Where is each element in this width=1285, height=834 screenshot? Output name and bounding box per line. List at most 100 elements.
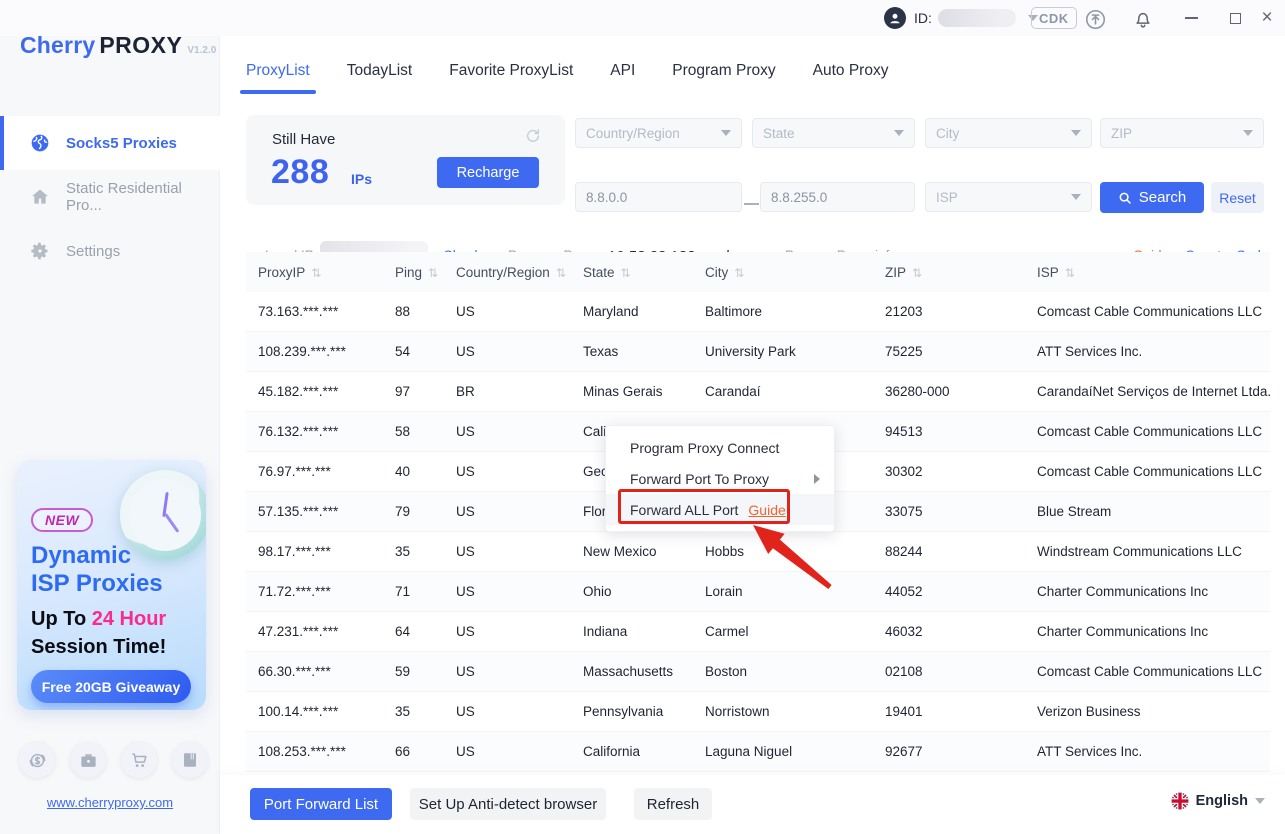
zip-select[interactable]: ZIP xyxy=(1100,118,1264,148)
column-header-isp[interactable]: ISP ⇅ xyxy=(1037,264,1075,280)
column-header-ping[interactable]: Ping ⇅ xyxy=(395,264,439,280)
giveaway-button[interactable]: Free 20GB Giveaway xyxy=(31,670,191,703)
menu-item-program-proxy-connect[interactable]: Program Proxy Connect xyxy=(630,439,780,456)
port-forward-list-button[interactable]: Port Forward List xyxy=(250,788,392,820)
table-cell: University Park xyxy=(705,344,796,359)
notifications-bell-icon[interactable] xyxy=(1132,8,1154,30)
promo-title-line1: Dynamic xyxy=(31,542,132,569)
table-cell: Laguna Niguel xyxy=(705,744,793,759)
table-cell: Cali xyxy=(583,424,607,439)
tab-proxylist[interactable]: ProxyList xyxy=(240,62,316,94)
tab-favorite-proxylist[interactable]: Favorite ProxyList xyxy=(449,62,574,79)
tab-auto-proxy[interactable]: Auto Proxy xyxy=(812,62,889,79)
table-row[interactable]: 47.231.***.*** 64 US Indiana Carmel 46032 Char… xyxy=(246,612,1270,652)
avatar-icon xyxy=(884,7,906,29)
table-row[interactable]: 66.30.***.*** 59 US Massachusetts Boston 0210… xyxy=(246,652,1270,692)
window-titlebar: ID: CDK × xyxy=(0,0,1285,36)
table-row[interactable]: 45.182.***.*** 97 BR Minas Gerais Carandaí 36… xyxy=(246,372,1270,412)
table-row[interactable]: 100.14.***.*** 35 US Pennsylvania Norristown… xyxy=(246,692,1270,732)
sidebar-item-socks5-proxies[interactable]: Socks5 Proxies xyxy=(0,116,220,170)
balance-card: Still Have 288 IPs Recharge xyxy=(246,115,565,205)
table-cell: US xyxy=(456,424,475,439)
menu-item-forward-port-to-proxy[interactable]: Forward Port To Proxy xyxy=(606,463,834,494)
table-cell: ATT Services Inc. xyxy=(1037,744,1143,759)
ip-range-to-input[interactable] xyxy=(760,182,915,212)
table-cell: US xyxy=(456,544,475,559)
table-cell: 35 xyxy=(395,704,411,719)
column-header-state[interactable]: State ⇅ xyxy=(583,264,631,280)
sort-icon[interactable]: ⇅ xyxy=(620,265,631,280)
sort-icon[interactable]: ⇅ xyxy=(311,265,322,280)
tab-todaylist[interactable]: TodayList xyxy=(346,62,413,79)
balance-label: Still Have xyxy=(272,131,336,148)
chevron-down-icon xyxy=(721,130,731,136)
table-row[interactable]: 98.17.***.*** 35 US New Mexico Hobbs 88244 Win… xyxy=(246,532,1270,572)
website-link[interactable]: www.cherryproxy.com xyxy=(46,795,174,810)
sort-icon[interactable]: ⇅ xyxy=(912,265,923,280)
cart-icon[interactable] xyxy=(121,742,157,778)
table-header-row: ProxyIP ⇅ Ping ⇅ Country/Region ⇅ State ⇅ City ⇅ Z… xyxy=(246,252,1270,292)
state-select[interactable]: State xyxy=(752,118,915,148)
refresh-button[interactable]: Refresh xyxy=(634,788,712,820)
table-cell: 36280-000 xyxy=(885,384,950,399)
table-cell: CarandaíNet Serviços de Internet Ltda. xyxy=(1037,384,1270,399)
country-region-select[interactable]: Country/Region xyxy=(575,118,742,148)
promo-banner[interactable]: NEW Dynamic ISP Proxies Up To 24 Hour Se… xyxy=(17,460,206,710)
recharge-button[interactable]: Recharge xyxy=(437,157,539,188)
table-cell: US xyxy=(456,744,475,759)
table-cell: 64 xyxy=(395,624,411,639)
table-body: 73.163.***.*** 88 US Maryland Baltimore 21203… xyxy=(246,292,1270,772)
column-header-zip[interactable]: ZIP ⇅ xyxy=(885,264,923,280)
user-avatar[interactable] xyxy=(884,0,906,36)
sidebar-item-settings[interactable]: Settings xyxy=(0,224,220,278)
table-row[interactable]: 108.253.***.*** 66 US California Laguna Nigu… xyxy=(246,732,1270,772)
table-cell: 44052 xyxy=(885,584,923,599)
reset-button[interactable]: Reset xyxy=(1211,182,1264,213)
table-cell: Charter Communications Inc xyxy=(1037,624,1209,639)
maximize-button[interactable] xyxy=(1221,0,1249,36)
tab-program-proxy[interactable]: Program Proxy xyxy=(672,62,776,79)
sort-icon[interactable]: ⇅ xyxy=(555,265,566,280)
search-button[interactable]: Search xyxy=(1100,182,1204,213)
table-cell: 57.135.***.*** xyxy=(258,504,339,519)
tab-api[interactable]: API xyxy=(610,62,636,79)
guide-link-menu[interactable]: Guide xyxy=(748,501,786,518)
chevron-down-icon xyxy=(1255,798,1265,804)
briefcase-icon[interactable] xyxy=(70,742,106,778)
sort-icon[interactable]: ⇅ xyxy=(734,265,745,280)
sort-icon[interactable]: ⇅ xyxy=(428,265,439,280)
table-row[interactable]: 108.239.***.*** 54 US Texas University Park 7… xyxy=(246,332,1270,372)
sort-icon[interactable]: ⇅ xyxy=(1064,265,1075,280)
refund-money-icon[interactable] xyxy=(19,742,55,778)
proxy-table: ProxyIP ⇅ Ping ⇅ Country/Region ⇅ State ⇅ City ⇅ Z… xyxy=(246,252,1270,772)
gear-icon xyxy=(30,241,50,261)
column-header-city[interactable]: City ⇅ xyxy=(705,264,745,280)
ip-unit: IPs xyxy=(351,171,373,187)
table-cell: 71.72.***.*** xyxy=(258,584,331,599)
table-cell: New Mexico xyxy=(583,544,657,559)
table-cell: 97 xyxy=(395,384,411,399)
upload-icon[interactable] xyxy=(1084,8,1106,30)
table-cell: 33075 xyxy=(885,504,923,519)
language-selector[interactable]: English xyxy=(1171,792,1265,810)
table-row[interactable]: 71.72.***.*** 71 US Ohio Lorain 44052 Charter … xyxy=(246,572,1270,612)
cdk-button[interactable]: CDK xyxy=(1031,7,1077,29)
city-select[interactable]: City xyxy=(925,118,1092,148)
close-button[interactable]: × xyxy=(1261,7,1273,28)
table-row[interactable]: 73.163.***.*** 88 US Maryland Baltimore 21203… xyxy=(246,292,1270,332)
table-cell: 92677 xyxy=(885,744,923,759)
minimize-button[interactable] xyxy=(1177,0,1205,36)
column-header-country-region[interactable]: Country/Region ⇅ xyxy=(456,264,566,280)
ip-range-from-input[interactable] xyxy=(575,182,742,212)
setup-antidetect-button[interactable]: Set Up Anti-detect browser xyxy=(410,788,606,820)
manual-book-icon[interactable] xyxy=(172,742,208,778)
column-header-proxyip[interactable]: ProxyIP ⇅ xyxy=(258,264,322,280)
refresh-balance-icon[interactable] xyxy=(525,128,541,144)
footer-bar: Port Forward List Set Up Anti-detect bro… xyxy=(220,775,1285,834)
table-cell: Carmel xyxy=(705,624,749,639)
menu-item-forward-all-port[interactable]: Forward ALL Port Guide xyxy=(606,494,834,525)
isp-select[interactable]: ISP xyxy=(925,182,1092,212)
user-menu-caret-icon[interactable] xyxy=(1028,0,1038,36)
table-cell: Comcast Cable Communications LLC xyxy=(1037,424,1263,439)
sidebar-item-static-residential[interactable]: Static Residential Pro... xyxy=(0,170,220,224)
